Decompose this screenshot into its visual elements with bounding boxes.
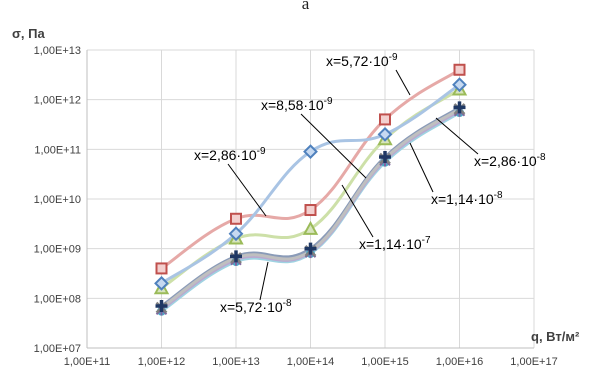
annotation: x=5,72·10-9 (326, 52, 411, 96)
data-point-diamond (452, 77, 467, 93)
x-tick-label: 1,00E+15 (361, 356, 408, 368)
annotation: x=8,58·10-9 (261, 96, 367, 179)
annotation-exponent: -9 (257, 146, 266, 157)
annotation-base: x=2,86·10 (194, 147, 257, 163)
data-point-square (453, 63, 466, 76)
x-tick-label: 1,00E+14 (287, 356, 334, 368)
series-markers (153, 63, 468, 316)
annotation-base: x=1,14·10 (431, 191, 494, 207)
annotation-base: x=2,86·10 (474, 153, 537, 169)
y-tick-label: 1,00E+13 (34, 45, 81, 57)
data-point-plus (155, 300, 168, 313)
data-point-plus (230, 250, 242, 263)
annotation-exponent: -9 (389, 52, 398, 63)
annotation-exponent: -8 (283, 298, 292, 309)
grid-lines (87, 49, 535, 348)
y-tick-label: 1,00E+09 (34, 244, 81, 256)
y-tick-label: 1,00E+08 (34, 293, 81, 305)
annotation-label: x=5,72·10-9 (326, 52, 398, 69)
x-tick-label: 1,00E+13 (212, 356, 259, 368)
y-tick-label: 1,00E+12 (34, 95, 81, 107)
annotation-label: x=1,14·10-7 (359, 235, 431, 252)
annotation: x=1,14·10-8 (409, 142, 503, 207)
annotation-base: x=5,72·10 (220, 299, 283, 315)
annotation-leader (435, 117, 479, 155)
annotation-base: x=1,14·10 (359, 236, 422, 252)
panel-letter: a (301, 0, 310, 13)
annotation-label: x=1,14·10-8 (431, 190, 503, 207)
data-point-square (230, 212, 242, 225)
annotation-leader (395, 69, 411, 96)
annotation-base: x=8,58·10 (261, 97, 324, 113)
data-point-diamond (154, 275, 169, 291)
annotation-exponent: -7 (422, 235, 431, 246)
annotation-leader (409, 142, 434, 193)
annotation-exponent: -8 (537, 152, 546, 163)
annotation-exponent: -8 (494, 190, 503, 201)
annotation: x=2,86·10-9 (194, 146, 267, 217)
x-axis-label: q, Вт/м² (531, 329, 580, 344)
annotation-label: x=2,86·10-9 (194, 146, 266, 163)
x-tick-labels: 1,00E+11 1,00E+12 1,00E+13 1,00E+14 1,00E+15… (64, 356, 558, 368)
data-point-triangle (302, 220, 319, 235)
annotation-label: x=8,58·10-9 (261, 96, 333, 113)
y-tick-label: 1,00E+07 (34, 343, 81, 355)
annotation-leader (227, 163, 267, 217)
data-point-plus (304, 242, 317, 255)
y-tick-label: 1,00E+10 (34, 194, 81, 206)
data-point-diamond (228, 226, 244, 242)
x-tick-label: 1,00E+17 (510, 356, 557, 368)
annotation: x=2,86·10-8 (435, 117, 546, 169)
axes (86, 50, 534, 349)
x-tick-label: 1,00E+16 (436, 356, 483, 368)
data-point-plus (453, 101, 466, 114)
data-point-diamond (303, 144, 318, 160)
data-point-square (379, 113, 391, 126)
x-tick-label: 1,00E+12 (138, 356, 185, 368)
y-tick-label: 1,00E+11 (34, 144, 81, 156)
x-tick-label: 1,00E+11 (64, 356, 111, 368)
y-axis-label: σ, Па (12, 26, 45, 41)
annotation: x=5,72·10-8 (220, 261, 292, 315)
annotations: x=5,72·10-9x=8,58·10-9x=2,86·10-9x=2,86·… (194, 52, 546, 315)
annotation-leader (341, 184, 374, 238)
annotation: x=1,14·10-7 (341, 184, 431, 252)
data-point-plus (379, 151, 391, 164)
annotation-exponent: -9 (324, 96, 333, 107)
annotation-label: x=2,86·10-8 (474, 152, 546, 169)
data-point-square (304, 204, 317, 217)
data-point-square (155, 262, 168, 275)
annotation-base: x=5,72·10 (326, 53, 389, 69)
annotation-label: x=5,72·10-8 (220, 298, 292, 315)
y-tick-labels: 1,00E+07 1,00E+08 1,00E+09 1,00E+10 1,00E+11… (34, 45, 81, 355)
data-point-diamond (377, 126, 393, 142)
annotation-leader (259, 261, 269, 301)
annotation-leader (300, 113, 367, 179)
